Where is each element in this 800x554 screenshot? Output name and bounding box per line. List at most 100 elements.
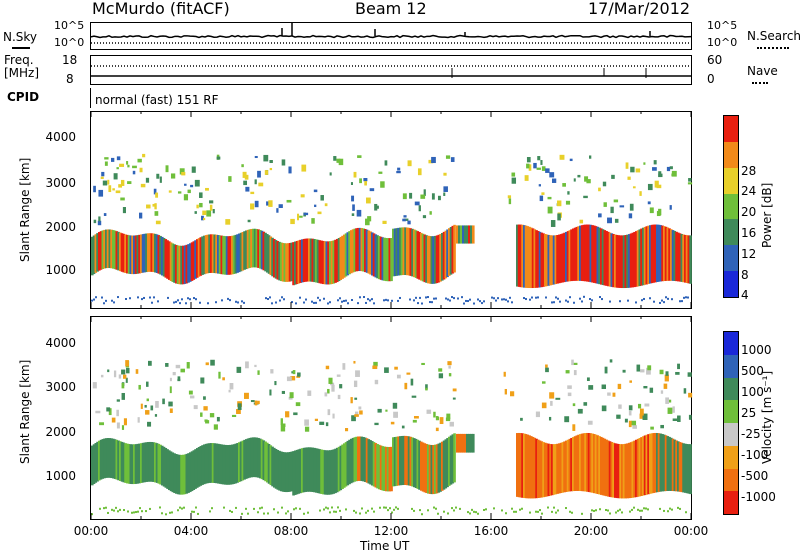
velocity-band2-cell: [561, 442, 565, 493]
power-scatter-cell: [423, 189, 426, 196]
velocity-band1-cell: [348, 439, 351, 485]
power-near-cell: [559, 300, 561, 303]
velocity-near-cell: [393, 508, 395, 511]
power-cb-swatch: [724, 271, 738, 297]
velocity-band2-cell: [654, 432, 657, 493]
power-band1-cell: [92, 235, 96, 275]
power-scatter-cell: [336, 158, 341, 163]
velocity-scatter-cell: [550, 400, 553, 406]
power-band1-cell: [420, 232, 423, 281]
velocity-near-cell: [391, 511, 393, 514]
xtick-2400: 00:00: [673, 524, 709, 538]
power-band1-cell: [441, 232, 444, 281]
power-band2-cell: [636, 230, 640, 287]
velocity-band1-cell: [262, 440, 266, 481]
power-near-cell: [363, 296, 365, 299]
power-band1-cell: [243, 231, 246, 270]
velocity-near-cell: [179, 506, 181, 509]
velocity-near-cell: [253, 507, 255, 510]
power-scatter-cell: [132, 165, 137, 169]
velocity-scatter-cell: [203, 396, 206, 400]
power-scatter-cell: [243, 180, 248, 186]
power-cb-tick-24: 24: [741, 184, 757, 198]
power-band1-cell: [159, 235, 162, 275]
power-band1-cell: [269, 236, 273, 276]
power-band1-cell: [134, 235, 138, 274]
velocity-band2-cell: [565, 440, 568, 492]
power-band2-cell: [617, 235, 621, 288]
velocity-scatter-cell: [193, 405, 198, 410]
velocity-band1-cell: [453, 433, 456, 483]
power-scatter-cell: [98, 189, 104, 197]
power-near-cell: [425, 296, 427, 299]
velocity-band1-cell: [320, 449, 323, 494]
velocity-scatter-cell: [433, 411, 436, 418]
power-scatter-cell: [524, 175, 529, 181]
velocity-near-cell: [541, 512, 543, 515]
velocity-band1-cell: [189, 452, 192, 493]
velocity-scatter-cell: [337, 394, 341, 400]
power-band1-cell: [434, 235, 437, 284]
power-scatter-cell: [533, 162, 537, 169]
velocity-band1-cell: [222, 444, 225, 485]
velocity-scatter-cell: [116, 399, 120, 402]
velocity-band1-cell: [420, 441, 423, 491]
power-band2-cell: [642, 227, 645, 286]
power-scatter-cell: [132, 170, 136, 175]
velocity-band2-cell: [551, 444, 554, 496]
velocity-scatter-cell: [254, 400, 258, 406]
velocity-band2-cell: [617, 444, 621, 499]
velocity-scatter-cell: [601, 405, 607, 412]
velocity-near-cell: [149, 507, 151, 510]
power-near-cell: [227, 297, 229, 300]
velocity-scatter-cell: [353, 360, 356, 364]
power-scatter-cell: [122, 207, 126, 214]
power-band1-cell: [274, 240, 278, 279]
velocity-scatter-cell: [452, 388, 457, 392]
velocity-band1-cell: [306, 447, 309, 492]
velocity-band2-cell: [584, 433, 587, 492]
freq-tick-high: 18: [62, 53, 78, 67]
power-scatter-cell: [311, 218, 315, 224]
velocity-band2-cell: [610, 442, 614, 498]
power-scatter-cell: [579, 219, 584, 224]
velocity-band1-cell: [192, 450, 196, 490]
velocity-band1-cell: [278, 450, 281, 491]
power-band1-cell: [232, 235, 236, 274]
power-ytick-1000: 1000: [45, 263, 76, 277]
velocity-band2-cell: [642, 436, 645, 496]
velocity-band2-cell: [587, 433, 591, 493]
velocity-scatter-cell: [123, 418, 127, 426]
velocity-scatter-cell: [587, 420, 593, 425]
velocity-band2-cell: [524, 434, 528, 499]
velocity-scatter-cell: [231, 414, 237, 418]
power-scatter-cell: [613, 199, 619, 203]
power-near-cell: [477, 298, 479, 301]
power-band1-cell: [241, 232, 245, 271]
velocity-scatter-cell: [147, 421, 152, 427]
velocity-scatter-cell: [285, 411, 290, 418]
power-band1-cell: [302, 238, 306, 283]
power-cb-swatch: [724, 167, 738, 194]
power-scatter-cell: [653, 160, 657, 165]
power-band2-cell: [596, 226, 600, 284]
power-scatter-cell: [363, 178, 368, 182]
velocity-band2-cell: [547, 443, 551, 497]
velocity-band1-cell: [358, 436, 362, 481]
power-band1-cell: [113, 230, 117, 270]
velocity-near-cell: [477, 512, 479, 515]
velocity-band1-cell: [442, 440, 446, 490]
power-scatter-cell: [569, 158, 573, 162]
power-band1-cell: [208, 234, 211, 274]
velocity-band1-cell: [133, 444, 136, 485]
velocity-scatter-cell: [99, 422, 105, 426]
velocity-near-cell: [591, 509, 593, 512]
power-near-cell: [315, 301, 317, 304]
power-scatter-cell: [156, 173, 160, 179]
power-band1-cell: [309, 238, 313, 282]
velocity-band1-cell: [206, 443, 210, 484]
velocity-near-cell: [159, 506, 161, 509]
velocity-scatter-cell: [644, 403, 650, 407]
velocity-band2-cell: [659, 433, 663, 492]
velocity-band1-cell: [367, 439, 371, 484]
